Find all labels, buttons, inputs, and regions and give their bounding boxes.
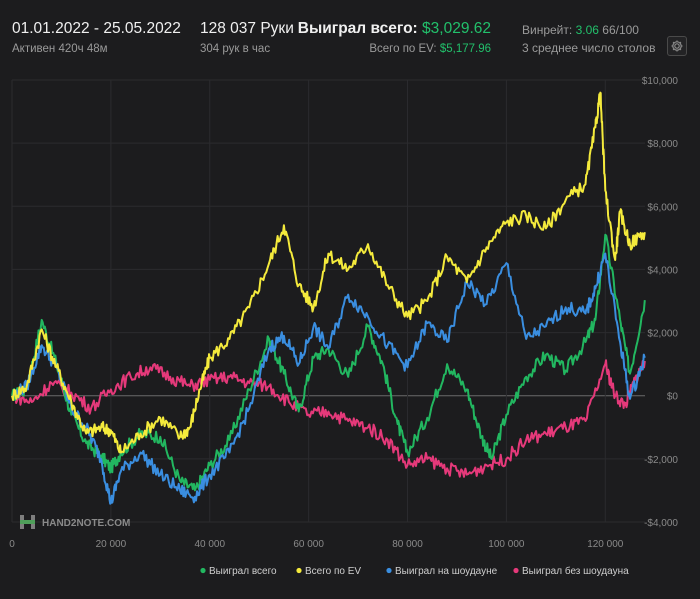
hands-per-hour: 304 рук в час: [200, 43, 271, 55]
legend-item[interactable]: Выиграл всего: [209, 566, 277, 577]
x-tick-label: 40 000: [194, 539, 225, 550]
x-tick-label: 120 000: [587, 539, 624, 550]
legend-item[interactable]: Всего по EV: [305, 566, 361, 577]
x-tick-label: 60 000: [293, 539, 324, 550]
x-tick-label: 20 000: [96, 539, 127, 550]
x-tick-label: 0: [9, 539, 15, 550]
active-time: Активен 420ч 48м: [12, 43, 108, 55]
legend-marker: [513, 567, 519, 574]
winnings-chart: -$4,000 -$2,000 $0 $2,000 $4,000 $6,000 $8,000…: [9, 76, 679, 577]
legend: Выиграл всего Всего по EV Выиграл на шоуда…: [200, 565, 629, 577]
legend-marker: [296, 567, 302, 574]
graph-area: -$4,000 -$2,000 $0 $2,000 $4,000 $6,000 $8,000…: [0, 62, 700, 594]
gear-icon: [671, 40, 683, 52]
avg-tables: 3 среднее число столов: [522, 41, 656, 55]
won-label: Выиграл всего:: [297, 20, 418, 37]
date-range: 01.01.2022 - 25.05.2022: [12, 20, 181, 37]
legend-item[interactable]: Выиграл без шоудауна: [522, 565, 629, 577]
x-tick-label: 80 000: [392, 539, 423, 550]
y-tick-label: $4,000: [647, 265, 678, 276]
stats-header: 01.01.2022 - 25.05.2022 Активен 420ч 48м…: [0, 0, 700, 62]
legend-marker: [386, 567, 392, 574]
y-tick-label: $2,000: [647, 329, 678, 340]
winrate-block: Винрейт: 3.06 66/100 3 среднее число сто…: [522, 20, 655, 55]
winrate-label: Винрейт:: [522, 23, 573, 37]
won-block: Выиграл всего: $3,029.62 Всего по EV: $5…: [298, 20, 491, 55]
watermark: HAND2NOTE.COM: [20, 515, 130, 529]
legend-marker: [200, 567, 206, 574]
y-tick-label: -$4,000: [644, 518, 678, 529]
x-tick-label: 100 000: [488, 539, 525, 550]
y-tick-label: $8,000: [647, 139, 678, 150]
settings-button[interactable]: [667, 36, 687, 56]
won-value: $3,029.62: [422, 20, 491, 37]
ev-value: $5,177.96: [439, 43, 491, 55]
series-line-1: [11, 233, 646, 492]
legend-item[interactable]: Выиграл на шоудауне: [395, 566, 498, 577]
y-tick-label: $6,000: [647, 202, 678, 213]
hand2note-logo-icon: [20, 515, 35, 529]
series-line-3: [11, 252, 646, 505]
y-tick-label: $0: [667, 392, 679, 403]
hands-count: 128 037 Руки: [200, 20, 294, 37]
winrate-rest: 66/100: [602, 23, 639, 37]
ev-label: Всего по EV:: [369, 43, 437, 55]
series-line-2: [11, 91, 646, 454]
y-tick-label: -$2,000: [644, 455, 678, 466]
date-block: 01.01.2022 - 25.05.2022 Активен 420ч 48м: [12, 20, 181, 55]
winrate-value: 3.06: [575, 23, 599, 37]
y-tick-label: $10,000: [642, 76, 679, 87]
series-line-4: [11, 359, 646, 478]
watermark-text: HAND2NOTE.COM: [42, 518, 130, 529]
hands-block: 128 037 Руки 304 рук в час: [200, 20, 294, 55]
